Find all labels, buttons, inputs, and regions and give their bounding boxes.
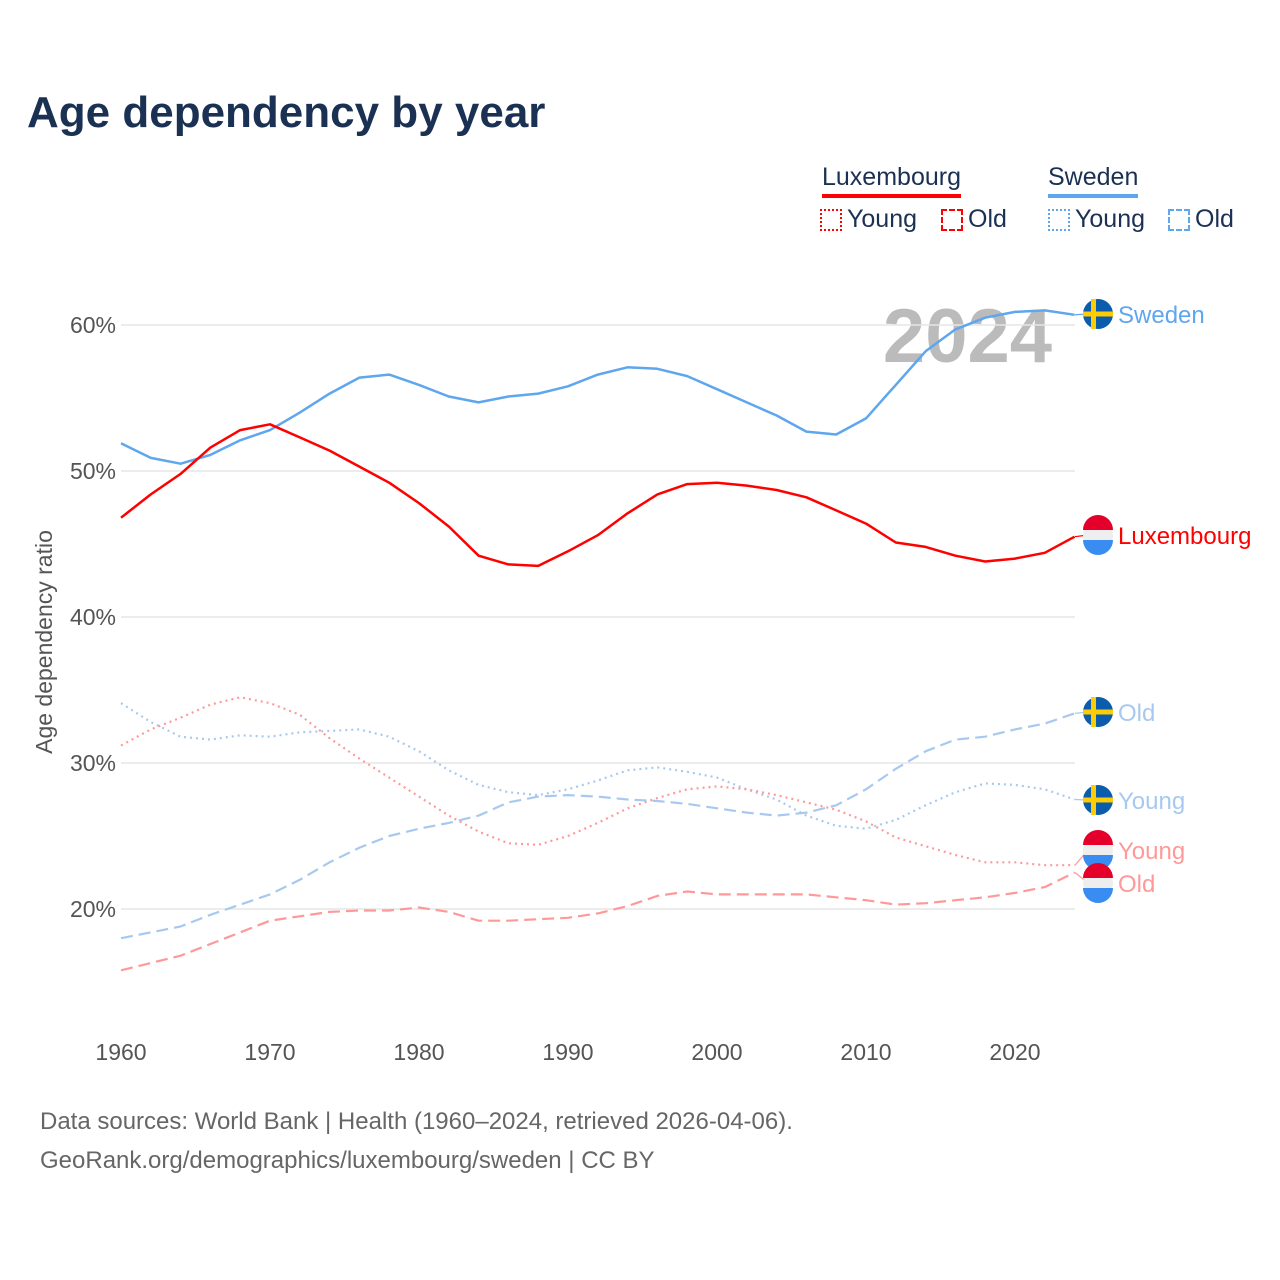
year-watermark: 2024 <box>883 294 1052 379</box>
flag-stripe <box>1083 888 1113 903</box>
x-tick-label: 1960 <box>95 1039 146 1065</box>
source-line-1: Data sources: World Bank | Health (1960–… <box>40 1108 793 1135</box>
x-tick-label: 2000 <box>691 1039 742 1065</box>
legend-item-luxembourg-old: Old <box>941 205 1007 234</box>
series-line-luxembourg-young <box>120 696 1075 867</box>
end-label: Young <box>1118 838 1185 865</box>
dotted-swatch-icon <box>820 208 842 231</box>
end-label: Young <box>1118 788 1185 815</box>
legend-label: Young <box>847 205 917 233</box>
y-axis-label: Age dependency ratio <box>31 530 57 754</box>
y-tick-label: 40% <box>70 604 116 630</box>
flag-cross <box>1083 311 1113 317</box>
end-label: Sweden <box>1118 302 1205 329</box>
legend-label: Young <box>1075 205 1145 233</box>
legend-item-sweden-young: Young <box>1048 205 1145 234</box>
series-line-luxembourg <box>120 423 1076 568</box>
series-line-sweden <box>120 309 1075 465</box>
flag-cross <box>1083 709 1113 715</box>
source-line-2: GeoRank.org/demographics/luxembourg/swed… <box>40 1147 655 1174</box>
x-tick-label: 1970 <box>244 1039 295 1065</box>
series-line-sweden-old <box>120 712 1075 940</box>
end-label: Old <box>1118 700 1155 727</box>
sweden-flag-icon <box>1083 299 1113 329</box>
luxembourg-flag-icon <box>1083 863 1113 903</box>
legend-item-sweden-old: Old <box>1168 205 1234 234</box>
x-tick-label: 2020 <box>989 1039 1040 1065</box>
x-tick-label: 2010 <box>840 1039 891 1065</box>
x-tick-label: 1980 <box>393 1039 444 1065</box>
flag-stripe <box>1083 863 1113 878</box>
legend-group-sweden: Sweden <box>1048 163 1139 198</box>
y-tick-label: 60% <box>70 312 116 338</box>
legend-label: Old <box>968 205 1007 233</box>
flag-stripe <box>1083 830 1113 845</box>
y-tick-label: 50% <box>70 458 116 484</box>
y-tick-label: 30% <box>70 750 116 776</box>
flag-stripe <box>1083 515 1113 530</box>
flag-cross <box>1083 797 1113 803</box>
dashed-swatch-icon <box>941 208 963 231</box>
dotted-swatch-icon <box>1048 208 1070 231</box>
legend-item-luxembourg-young: Young <box>820 205 917 234</box>
legend-group-luxembourg: Luxembourg <box>822 163 961 198</box>
end-label: Old <box>1118 871 1155 898</box>
series-line-sweden-young <box>120 702 1075 830</box>
sweden-flag-icon <box>1083 697 1113 727</box>
chart-title: Age dependency by year <box>27 88 546 137</box>
x-tick-label: 1990 <box>542 1039 593 1065</box>
legend-label: Old <box>1195 205 1234 233</box>
luxembourg-flag-icon <box>1083 515 1113 555</box>
flag-stripe <box>1083 540 1113 555</box>
sweden-flag-icon <box>1083 785 1113 815</box>
y-tick-label: 20% <box>70 896 116 922</box>
end-label: Luxembourg <box>1118 523 1251 550</box>
dashed-swatch-icon <box>1168 208 1190 231</box>
series-line-luxembourg-old <box>120 871 1076 972</box>
